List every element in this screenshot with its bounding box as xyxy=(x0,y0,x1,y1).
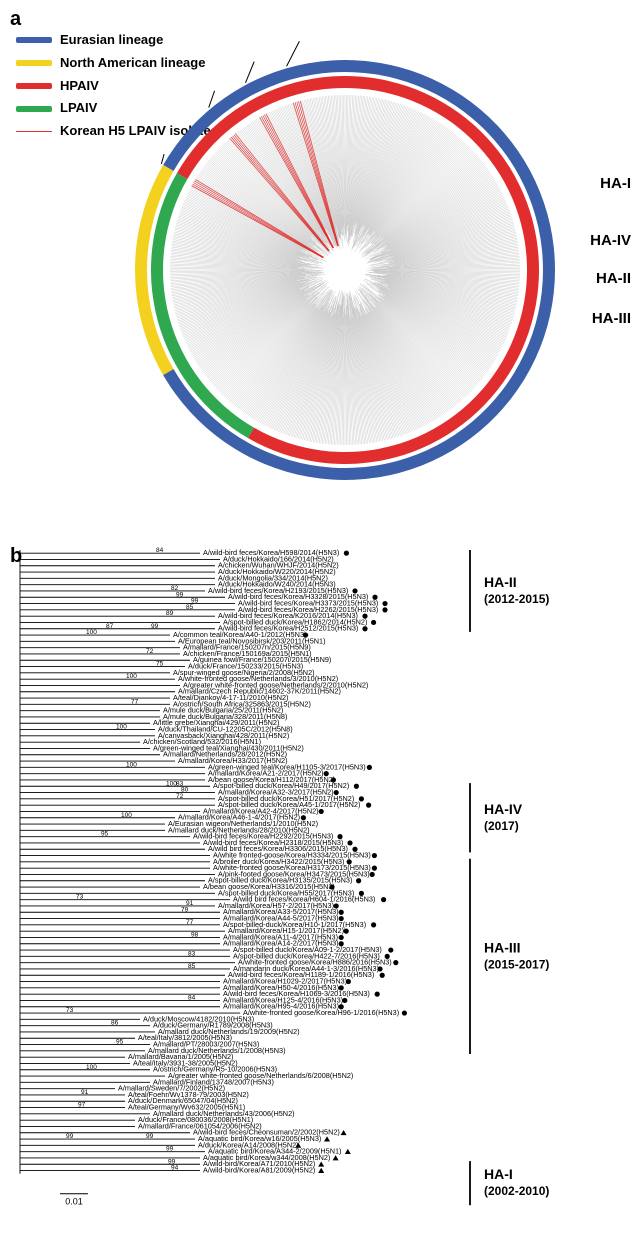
legend-swatch xyxy=(16,60,52,66)
bootstrap-value: 77 xyxy=(131,698,139,705)
bootstrap-value: 77 xyxy=(186,919,194,926)
clade-name: HA-IV xyxy=(484,801,523,817)
legend-label: HPAIV xyxy=(60,76,99,97)
bootstrap-value: 97 xyxy=(78,1102,86,1109)
marker-circle-icon xyxy=(362,626,367,631)
bootstrap-value: 99 xyxy=(176,591,184,598)
bootstrap-value: 95 xyxy=(101,831,109,838)
marker-circle-icon xyxy=(339,910,344,915)
bootstrap-value: 75 xyxy=(156,661,164,668)
bootstrap-value: 95 xyxy=(116,1039,124,1046)
ha-label: HA-I xyxy=(600,175,631,192)
clade-years: (2012-2015) xyxy=(484,592,549,606)
ha-leader xyxy=(287,41,300,66)
bootstrap-value: 84 xyxy=(188,994,196,1001)
bootstrap-value: 73 xyxy=(66,1007,74,1014)
marker-triangle-icon xyxy=(324,1136,330,1141)
marker-circle-icon xyxy=(347,840,352,845)
marker-circle-icon xyxy=(382,601,387,606)
marker-circle-icon xyxy=(381,897,386,902)
taxon-label: A/white-fronted goose/Korea/H96-1/2016(H… xyxy=(243,1008,399,1017)
marker-circle-icon xyxy=(382,607,387,612)
bootstrap-value: 100 xyxy=(126,761,137,768)
marker-circle-icon xyxy=(402,1010,407,1015)
scalebar-label: 0.01 xyxy=(65,1197,83,1207)
marker-circle-icon xyxy=(354,784,359,789)
clade-name: HA-III xyxy=(484,939,521,955)
ha-leader xyxy=(209,91,215,108)
marker-circle-icon xyxy=(319,809,324,814)
marker-circle-icon xyxy=(375,992,380,997)
clade-name: HA-II xyxy=(484,574,517,590)
marker-circle-icon xyxy=(380,973,385,978)
marker-circle-icon xyxy=(346,979,351,984)
marker-triangle-icon xyxy=(318,1168,324,1173)
marker-circle-icon xyxy=(342,998,347,1003)
marker-circle-icon xyxy=(388,947,393,952)
legend-swatch xyxy=(16,131,52,132)
marker-circle-icon xyxy=(370,872,375,877)
bootstrap-value: 79 xyxy=(181,906,189,913)
bootstrap-value: 100 xyxy=(121,812,132,819)
bootstrap-value: 99 xyxy=(166,1146,174,1153)
legend-swatch xyxy=(16,37,52,43)
bootstrap-value: 86 xyxy=(111,1020,119,1027)
figure-root: a b Eurasian lineageNorth American linea… xyxy=(0,0,641,1229)
bootstrap-value: 91 xyxy=(81,1089,89,1096)
bootstrap-value: 99 xyxy=(151,623,159,630)
marker-circle-icon xyxy=(371,620,376,625)
legend-swatch xyxy=(16,83,52,89)
marker-circle-icon xyxy=(371,922,376,927)
marker-triangle-icon xyxy=(345,1149,351,1154)
bootstrap-value: 100 xyxy=(86,629,97,636)
ha-leader xyxy=(161,154,164,164)
marker-circle-icon xyxy=(356,878,361,883)
bootstrap-value: 100 xyxy=(126,673,137,680)
ha-leader xyxy=(245,62,254,83)
clade-name: HA-I xyxy=(484,1166,513,1182)
bootstrap-value: 99 xyxy=(146,1133,154,1140)
marker-triangle-icon xyxy=(333,1155,339,1160)
ha-label: HA-IV xyxy=(590,232,631,249)
marker-circle-icon xyxy=(366,803,371,808)
marker-circle-icon xyxy=(377,966,382,971)
bootstrap-value: 98 xyxy=(191,931,199,938)
bootstrap-value: 73 xyxy=(76,894,84,901)
bootstrap-value: 85 xyxy=(186,604,194,611)
legend-swatch xyxy=(16,106,52,112)
marker-circle-icon xyxy=(367,765,372,770)
clade-years: (2002-2010) xyxy=(484,1184,549,1198)
bootstrap-value: 100 xyxy=(86,1064,97,1071)
marker-triangle-icon xyxy=(341,1130,347,1135)
clade-years: (2015-2017) xyxy=(484,957,549,971)
panel-b-area: A/wild-bird feces/Korea/H598/2014(H5N3)8… xyxy=(0,500,641,1229)
bootstrap-value: 83 xyxy=(188,950,196,957)
marker-circle-icon xyxy=(344,929,349,934)
bootstrap-value: 94 xyxy=(171,1165,179,1172)
legend-label: LPAIV xyxy=(60,98,97,119)
bootstrap-value: 99 xyxy=(66,1133,74,1140)
bootstrap-value: 84 xyxy=(156,547,164,554)
bootstrap-value: 89 xyxy=(166,610,174,617)
ha-label: HA-III xyxy=(592,310,631,327)
marker-circle-icon xyxy=(372,853,377,858)
ha-label: HA-II xyxy=(596,270,631,287)
marker-circle-icon xyxy=(372,866,377,871)
marker-circle-icon xyxy=(339,935,344,940)
bootstrap-value: 87 xyxy=(106,623,114,630)
marker-triangle-icon xyxy=(318,1161,324,1166)
linear-phylogeny: A/wild-bird feces/Korea/H598/2014(H5N3)8… xyxy=(0,540,641,1224)
bootstrap-value: 72 xyxy=(146,648,154,655)
bootstrap-value: 72 xyxy=(176,793,184,800)
circular-phylogeny xyxy=(120,20,590,490)
marker-circle-icon xyxy=(393,960,398,965)
marker-circle-icon xyxy=(344,551,349,556)
bootstrap-value: 85 xyxy=(188,963,196,970)
clade-years: (2017) xyxy=(484,819,519,833)
radial-branches xyxy=(170,95,520,445)
bootstrap-value: 100 xyxy=(116,724,127,731)
panel-a-area: Eurasian lineageNorth American lineageHP… xyxy=(0,0,641,500)
taxon-label: A/wild-bird/Korea/A81/2009(H5N2) xyxy=(203,1165,315,1174)
